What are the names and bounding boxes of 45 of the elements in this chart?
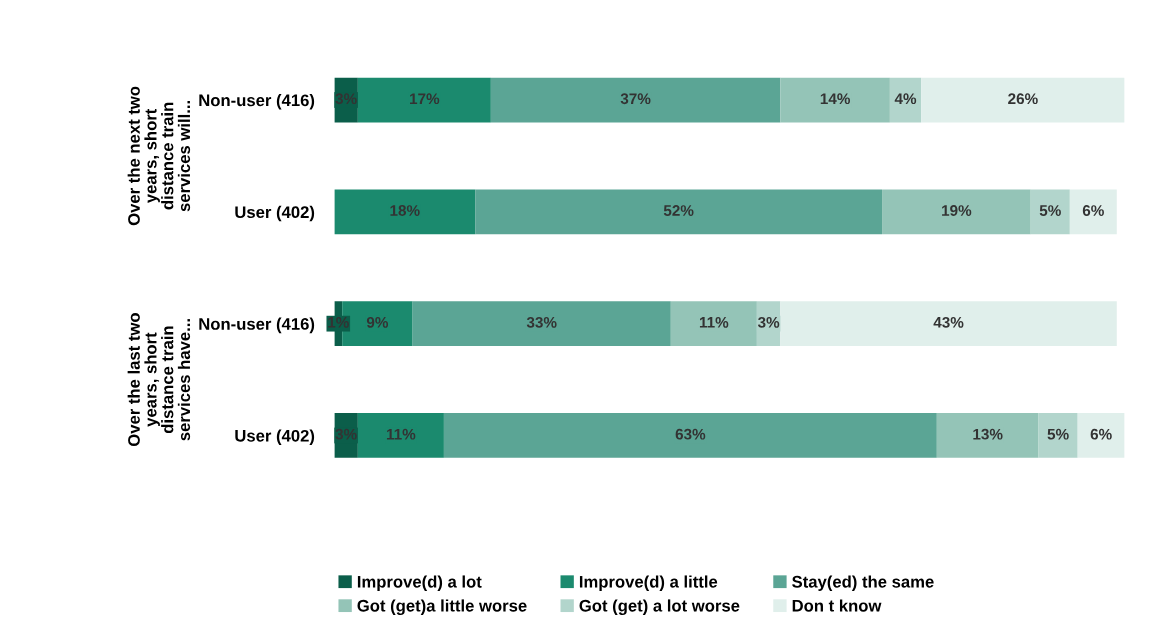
data-label: 33%	[526, 316, 557, 328]
bar	[357, 413, 444, 458]
bar	[490, 77, 781, 123]
bar	[936, 413, 1039, 458]
data-label: 17%	[410, 93, 440, 105]
data-label: 63%	[675, 428, 706, 440]
data-label: 43%	[933, 316, 964, 328]
legend-label: Improve(d) a lot	[357, 575, 482, 591]
legend-label: Don t know	[792, 599, 882, 612]
text: Over the next two years, short distance train services will...	[127, 86, 191, 226]
data-label: 11%	[699, 316, 729, 328]
legend-label: Improve(d) a little	[579, 575, 718, 591]
data-label: 11%	[386, 428, 416, 440]
bar	[780, 77, 890, 123]
bar	[882, 189, 1031, 235]
text: Over the last two years, short distance train services have...	[127, 313, 191, 447]
data-label: 5%	[1047, 428, 1069, 440]
data-label: 3%	[757, 316, 780, 328]
bar	[334, 189, 476, 235]
bar	[921, 77, 1125, 123]
data-label: 37%	[620, 93, 651, 105]
bar	[357, 77, 491, 123]
data-label: 13%	[973, 428, 1003, 440]
legend-label: Got (get) a lot worse	[579, 599, 740, 615]
data-label: 26%	[1008, 93, 1038, 105]
data-label: 9%	[366, 316, 389, 328]
y-tick-label: User (402)	[235, 429, 315, 445]
data-label: 5%	[1039, 205, 1061, 216]
bar	[412, 301, 671, 347]
y-tick-label: User (402)	[235, 205, 315, 222]
data-label: 14%	[820, 93, 850, 105]
data-label: 6%	[1082, 205, 1104, 216]
data-label: 18%	[390, 205, 420, 216]
y-tick-label: Non-user (416)	[199, 317, 315, 334]
bar	[475, 189, 883, 235]
data-label: 6%	[1090, 428, 1112, 440]
legend-label: Got (get)a little worse	[357, 599, 527, 615]
bar	[443, 413, 937, 458]
data-label: 52%	[663, 205, 694, 216]
data-label: 4%	[894, 93, 917, 105]
y-tick-label: Non-user (416)	[199, 93, 315, 110]
legend-label: Stay(ed) the same	[792, 575, 934, 591]
bar	[670, 301, 757, 347]
bar	[780, 301, 1117, 347]
data-label: 19%	[942, 205, 972, 216]
